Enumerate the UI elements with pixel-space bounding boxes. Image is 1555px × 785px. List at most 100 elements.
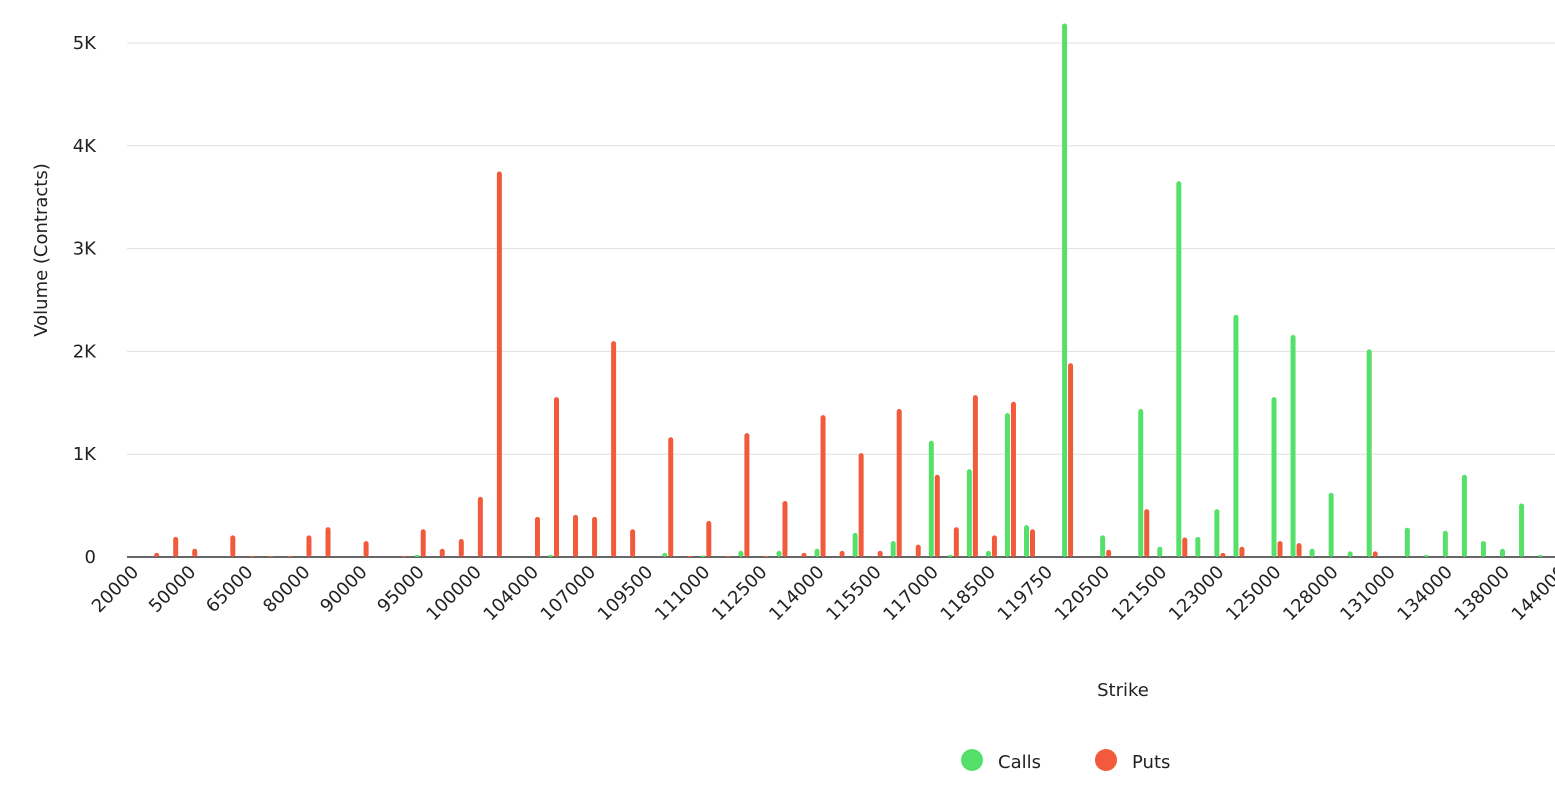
bar (820, 415, 826, 557)
bar (1068, 363, 1074, 557)
bar (420, 529, 426, 557)
x-tick-label: 109500 (594, 562, 657, 625)
bar (173, 536, 179, 557)
x-tick-label: 104000 (480, 562, 543, 625)
bar (763, 555, 769, 557)
x-axis-title: Strike (1097, 680, 1149, 701)
bar (230, 535, 236, 557)
bar (496, 171, 502, 557)
bar (1214, 509, 1220, 557)
bar (668, 437, 674, 557)
bar (934, 474, 940, 557)
y-tick-label: 1K (73, 444, 97, 465)
bar (363, 541, 369, 557)
bar (1157, 546, 1163, 557)
bar (249, 555, 255, 557)
bar (1239, 546, 1245, 557)
bar (915, 544, 921, 557)
x-tick-label: 50000 (145, 562, 200, 617)
bar (477, 496, 483, 557)
x-tick-label: 107000 (537, 562, 600, 625)
bar (1062, 23, 1068, 557)
x-tick-label: 65000 (202, 562, 257, 617)
bar (1309, 548, 1315, 557)
bar (1538, 554, 1544, 557)
bar (687, 555, 693, 557)
bar (972, 395, 978, 557)
y-tick-label: 0 (85, 547, 96, 568)
bar (725, 555, 731, 557)
bar (782, 500, 788, 557)
bar (839, 550, 845, 557)
x-tick-label: 134000 (1393, 562, 1456, 625)
bar (592, 516, 598, 557)
bar (1176, 181, 1182, 558)
bar (1404, 527, 1410, 557)
bar (928, 440, 934, 557)
bar (1372, 551, 1378, 557)
bar (890, 541, 896, 557)
legend-marker (1095, 749, 1117, 771)
y-tick-label: 4K (73, 136, 97, 157)
bar (439, 548, 445, 557)
bar (1023, 525, 1029, 557)
x-tick-label: 90000 (316, 562, 371, 617)
bar (1144, 509, 1150, 557)
x-tick-label: 144000 (1508, 562, 1555, 625)
bar (814, 548, 820, 557)
bar (801, 552, 807, 557)
bar (1029, 529, 1035, 557)
x-tick-label: 115500 (822, 562, 885, 625)
x-tick-label: 121500 (1108, 562, 1171, 625)
bar (547, 554, 553, 557)
bar (414, 554, 420, 557)
y-tick-label: 3K (73, 239, 97, 260)
bar (966, 469, 972, 557)
bar (573, 514, 579, 557)
bar (738, 550, 744, 557)
y-axis-title: Volume (Contracts) (31, 163, 52, 337)
legend-marker (961, 749, 983, 771)
legend-label: Calls (998, 752, 1041, 773)
x-tick-label: 95000 (373, 562, 428, 617)
x-tick-label: 20000 (88, 562, 143, 617)
bar (154, 552, 160, 557)
y-tick-label: 5K (73, 33, 97, 54)
x-tick-label: 114000 (765, 562, 828, 625)
bar (1328, 492, 1334, 557)
bar (1106, 549, 1112, 557)
bar (458, 539, 464, 557)
bar (1290, 334, 1296, 557)
bar (852, 532, 858, 557)
bar (662, 552, 668, 557)
bar (287, 555, 293, 557)
bar (706, 521, 712, 557)
bar (1480, 541, 1486, 557)
bar (630, 529, 636, 557)
bar (1442, 530, 1448, 557)
bar (744, 433, 750, 557)
x-tick-label: 125000 (1222, 562, 1285, 625)
x-tick-label: 80000 (259, 562, 314, 617)
bar (1004, 413, 1010, 557)
bar (877, 550, 883, 557)
bar (1461, 474, 1467, 557)
bar (401, 555, 407, 557)
x-tick-label: 100000 (422, 562, 485, 625)
bar (534, 516, 540, 557)
x-tick-label: 120500 (1051, 562, 1114, 625)
x-tick-label: 118500 (937, 562, 1000, 625)
x-tick-label: 117000 (879, 562, 942, 625)
bar (776, 550, 782, 557)
x-tick-label: 131000 (1336, 562, 1399, 625)
x-tick-label: 111000 (651, 562, 714, 625)
bar (1233, 314, 1239, 557)
bar (1195, 536, 1201, 557)
bar (553, 397, 559, 557)
x-tick-label: 112500 (708, 562, 771, 625)
bar (858, 453, 864, 557)
x-tick-label: 128000 (1279, 562, 1342, 625)
bar (1423, 554, 1429, 557)
y-tick-label: 2K (73, 341, 97, 362)
